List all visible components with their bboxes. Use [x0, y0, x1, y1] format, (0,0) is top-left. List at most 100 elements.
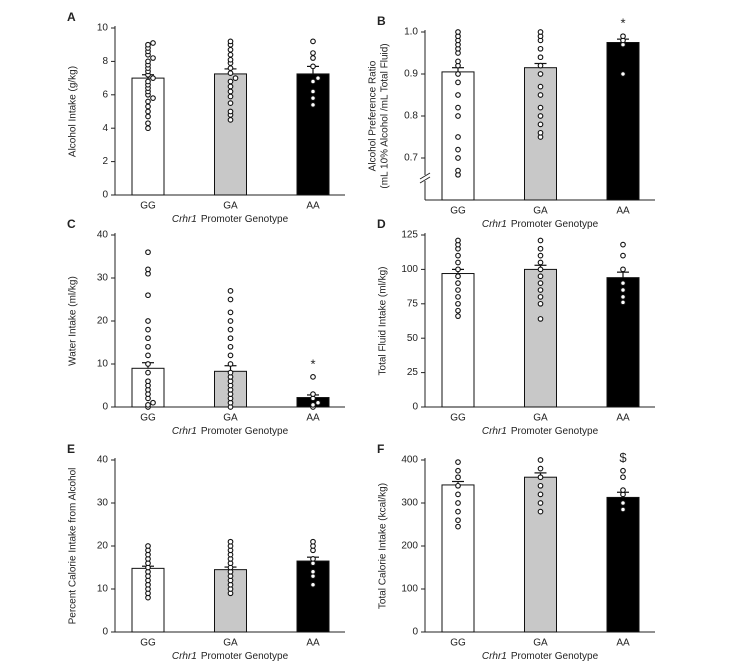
data-point	[310, 38, 316, 45]
data-point	[150, 40, 156, 46]
y-tick-label: 400	[401, 455, 418, 466]
data-point	[455, 459, 461, 466]
bar	[441, 484, 475, 633]
y-tick-label: 75	[407, 298, 419, 309]
data-point	[145, 266, 151, 273]
y-axis-title: Percent Calorie Intake from Alcohol	[68, 468, 79, 625]
bar	[606, 277, 640, 408]
data-point	[620, 299, 626, 306]
data-point	[145, 41, 151, 48]
data-point	[537, 71, 544, 77]
data-point	[620, 287, 626, 293]
data-point	[310, 55, 316, 61]
data-point	[455, 491, 461, 498]
data-point	[145, 103, 151, 110]
x-axis-title-gene: Crhr1	[172, 426, 197, 437]
data-point	[227, 538, 234, 545]
data-point	[310, 88, 316, 95]
data-point	[227, 369, 234, 376]
y-axis-title: Water Intake (ml/kg)	[68, 276, 79, 366]
x-axis-title-gene: Crhr1	[172, 214, 197, 225]
panel-label: E	[67, 442, 75, 456]
y-tick-label: 20	[97, 316, 109, 327]
x-axis-title-rest: Promoter Genotype	[201, 426, 289, 437]
data-point	[620, 500, 626, 506]
significance-marker: *	[620, 16, 625, 31]
y-tick-label: 4	[102, 123, 108, 134]
y-tick-label: 2	[102, 156, 108, 167]
y-tick-label: 100	[401, 264, 418, 275]
data-point	[455, 287, 461, 293]
x-tick-label: AA	[616, 206, 630, 217]
y-tick-label: 8	[102, 56, 108, 67]
y-tick-label: 10	[97, 359, 109, 370]
data-point	[455, 266, 461, 273]
x-tick-label: AA	[616, 638, 630, 649]
data-point	[145, 292, 151, 299]
x-axis-title-rest: Promoter Genotype	[511, 651, 599, 662]
data-point	[315, 399, 321, 406]
y-tick-label: 200	[401, 541, 418, 552]
data-point	[455, 517, 461, 524]
data-point	[537, 104, 544, 111]
data-point	[537, 316, 544, 322]
axis-break	[419, 176, 431, 184]
data-point	[620, 487, 626, 493]
data-point	[455, 113, 461, 119]
data-point	[537, 259, 544, 266]
y-axis-title: Total Calorie Intake (kcal/kg)	[378, 483, 389, 609]
x-axis-title: Crhr1 Promoter Genotype	[482, 651, 599, 662]
y-tick-label: 30	[97, 273, 109, 284]
data-point	[455, 313, 461, 320]
data-point	[455, 134, 461, 140]
data-point	[227, 93, 234, 100]
y-tick-label: 0.9	[404, 69, 418, 80]
data-point	[145, 369, 151, 376]
data-point	[537, 280, 544, 287]
data-point	[537, 121, 544, 128]
data-point	[537, 129, 544, 136]
data-point	[620, 241, 626, 248]
data-point	[310, 402, 316, 408]
data-point	[537, 491, 544, 498]
data-point	[310, 391, 316, 397]
data-point	[310, 556, 316, 562]
data-point	[455, 146, 461, 153]
axis-break-gap	[420, 175, 430, 181]
data-point	[227, 38, 234, 45]
data-point	[227, 288, 234, 294]
data-point	[310, 78, 316, 85]
data-point	[310, 95, 316, 101]
x-tick-label: GA	[533, 413, 548, 424]
data-point	[227, 108, 234, 115]
data-point	[310, 63, 316, 70]
data-point	[537, 500, 544, 506]
data-point	[227, 70, 234, 76]
data-point	[227, 78, 234, 85]
x-tick-label: AA	[306, 201, 320, 212]
panel: A 0 2 4 6 8 10 Alcohol Intake (g/kg) Crhr1 Promot…	[67, 10, 345, 225]
data-point	[620, 467, 626, 474]
panel: C 0 10 20 30 40 Water Intake (ml/kg) Crhr1 Promo…	[67, 217, 345, 437]
x-tick-label: GA	[533, 206, 548, 217]
x-axis-title-rest: Promoter Genotype	[201, 651, 289, 662]
x-tick-label: GA	[533, 638, 548, 649]
x-tick-label: AA	[306, 638, 320, 649]
y-axis-title: Total Fluid Intake (ml/kg)	[378, 267, 389, 376]
data-point	[145, 113, 151, 120]
data-point	[227, 309, 234, 316]
axis-break	[419, 172, 431, 180]
x-axis-title: Crhr1 Promoter Genotype	[172, 214, 289, 225]
data-point	[227, 46, 234, 53]
data-point	[537, 266, 544, 273]
data-point	[227, 361, 234, 367]
data-point	[537, 113, 544, 119]
data-point	[455, 508, 461, 515]
bar	[606, 496, 640, 633]
y-tick-label: 300	[401, 498, 418, 509]
x-axis-title-gene: Crhr1	[172, 651, 197, 662]
data-point	[455, 294, 461, 300]
data-point	[537, 245, 544, 252]
y-tick-label: 0	[412, 402, 418, 413]
x-axis-title: Crhr1 Promoter Genotype	[172, 426, 289, 437]
